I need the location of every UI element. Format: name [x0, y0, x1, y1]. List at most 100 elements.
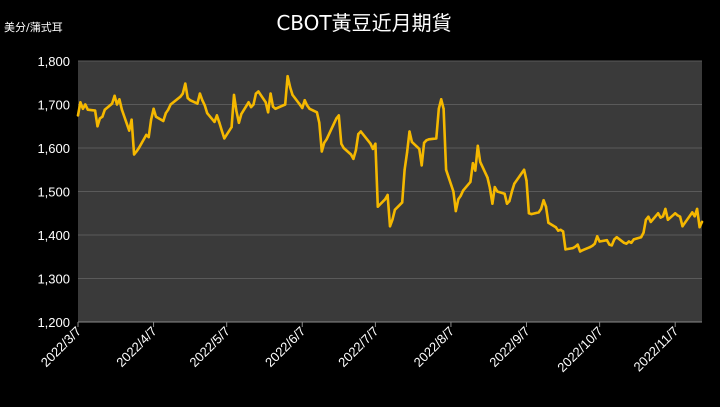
data-point	[249, 105, 253, 109]
data-point	[610, 244, 613, 247]
data-point	[537, 211, 540, 214]
data-point	[681, 225, 684, 228]
data-point	[167, 108, 170, 111]
data-point	[461, 189, 465, 192]
data-point	[496, 190, 499, 193]
data-point	[269, 92, 272, 95]
data-point	[79, 101, 82, 104]
data-point	[115, 103, 119, 106]
y-tick-label: 1,600	[37, 141, 70, 156]
data-point	[179, 95, 182, 98]
data-point	[622, 241, 626, 244]
data-point	[359, 130, 362, 133]
data-point	[644, 218, 648, 221]
data-point	[596, 235, 599, 238]
data-point	[254, 92, 258, 95]
data-point	[352, 157, 355, 161]
data-point	[220, 129, 223, 132]
data-point	[235, 109, 238, 113]
data-point	[118, 98, 121, 101]
data-point	[84, 103, 87, 106]
data-point	[223, 137, 226, 140]
data-point	[627, 240, 631, 243]
data-point	[325, 138, 328, 141]
data-point	[683, 221, 687, 224]
data-point	[291, 93, 294, 97]
data-point	[305, 104, 309, 107]
data-point	[539, 207, 543, 211]
data-point	[337, 114, 340, 117]
data-point	[425, 139, 428, 142]
data-point	[691, 211, 694, 214]
data-point	[198, 92, 202, 95]
data-point	[420, 164, 423, 167]
y-tick-labels: 1,200 1,300 1,400 1,500 1,600 1,700 1,800	[37, 54, 70, 330]
y-tick-label: 1,300	[37, 272, 70, 287]
data-point	[149, 118, 153, 121]
data-point	[410, 140, 414, 144]
data-point	[186, 96, 189, 100]
data-point	[615, 236, 618, 239]
data-point	[113, 94, 116, 98]
data-point	[93, 109, 97, 112]
data-point	[266, 111, 270, 114]
data-point	[101, 115, 104, 118]
data-point	[508, 199, 511, 203]
data-point	[76, 114, 80, 117]
data-point	[444, 168, 448, 171]
chart-title: CBOT黃豆近月期貨	[276, 11, 451, 35]
data-point	[247, 101, 250, 104]
data-point	[298, 103, 301, 106]
data-point	[479, 160, 482, 164]
data-point	[678, 215, 682, 218]
data-point	[427, 138, 431, 141]
data-point	[469, 180, 472, 184]
data-point	[608, 243, 611, 246]
data-point	[196, 102, 199, 105]
data-point	[561, 230, 565, 233]
data-point	[96, 125, 99, 128]
data-point	[591, 244, 594, 248]
data-point	[408, 130, 411, 133]
data-point	[488, 186, 492, 190]
data-point	[120, 108, 124, 111]
data-point	[457, 198, 460, 201]
data-point	[403, 168, 406, 171]
data-point	[320, 150, 323, 153]
data-point	[128, 129, 131, 132]
data-point	[383, 198, 387, 201]
data-point	[232, 93, 236, 97]
data-point	[459, 194, 462, 197]
data-point	[342, 146, 345, 150]
data-point	[147, 135, 150, 139]
data-point	[145, 133, 148, 137]
data-point	[323, 141, 326, 144]
data-point	[130, 118, 133, 121]
data-point	[452, 190, 455, 193]
data-point	[510, 190, 514, 193]
data-point	[581, 249, 584, 252]
data-point	[135, 150, 138, 153]
data-point	[642, 231, 645, 234]
data-point	[593, 242, 596, 245]
data-point	[288, 85, 292, 89]
data-point	[376, 205, 379, 208]
data-point	[493, 185, 496, 189]
y-tick-label: 1,700	[37, 98, 70, 113]
data-point	[184, 82, 187, 85]
data-point	[674, 212, 677, 215]
data-point	[318, 121, 321, 125]
data-point	[700, 220, 704, 224]
data-point	[693, 215, 696, 218]
data-point	[388, 225, 392, 228]
y-tick-label: 1,200	[37, 315, 70, 330]
y-tick-label: 1,400	[37, 228, 70, 243]
data-point	[656, 212, 660, 215]
data-point	[437, 107, 440, 111]
data-point	[542, 199, 545, 202]
data-point	[386, 193, 389, 197]
data-point	[240, 112, 243, 116]
data-point	[522, 168, 526, 171]
data-point	[252, 103, 255, 106]
data-point	[574, 245, 577, 248]
